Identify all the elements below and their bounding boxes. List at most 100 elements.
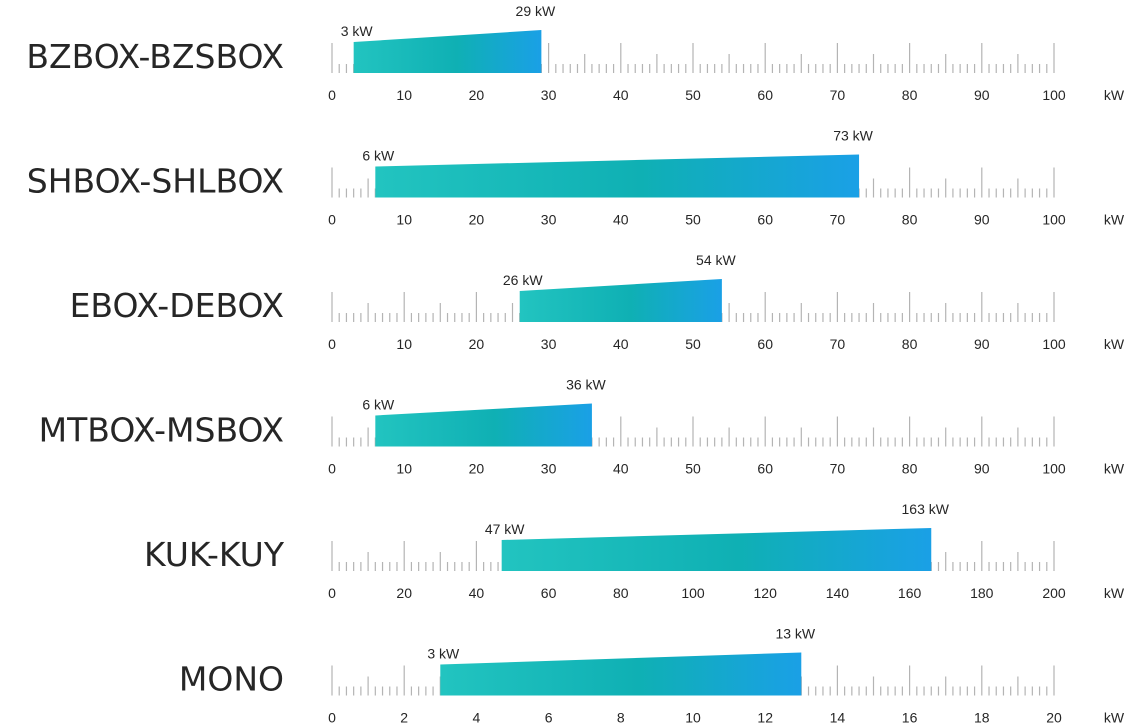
row-label: MTBOX-MSBOX (39, 411, 284, 450)
tick-label: 90 (974, 461, 990, 477)
tick-label: 20 (469, 212, 485, 228)
tick-label: 50 (685, 87, 701, 103)
max-label: 36 kW (566, 377, 606, 393)
tick-label: 10 (396, 87, 412, 103)
range-bar (501, 528, 932, 571)
tick-label: 0 (328, 710, 336, 726)
range-bar (375, 154, 860, 198)
tick-label: 20 (469, 461, 485, 477)
tick-label: 0 (328, 87, 336, 103)
row-label: BZBOX-BZSBOX (26, 37, 284, 76)
tick-label: 70 (830, 336, 846, 352)
tick-label: 18 (974, 710, 990, 726)
tick-label: 70 (830, 87, 846, 103)
tick-label: 0 (328, 461, 336, 477)
tick-label: 10 (685, 710, 701, 726)
unit-label: kW (1104, 461, 1125, 477)
min-label: 47 kW (485, 521, 525, 537)
tick-label: 100 (681, 585, 705, 601)
tick-label: 4 (473, 710, 481, 726)
tick-label: 40 (613, 461, 629, 477)
tick-label: 80 (902, 87, 918, 103)
tick-label: 60 (757, 87, 773, 103)
tick-label: 8 (617, 710, 625, 726)
row-3: MTBOX-MSBOX 0 10 20 30 40 50 60 70 80 90 100 kW 6 kW 3… (39, 377, 1125, 477)
row-4: KUK-KUY 0 20 40 60 80 100 120 140 160 180 200 kW 47 k… (144, 501, 1125, 601)
tick-label: 20 (1046, 710, 1062, 726)
max-label: 13 kW (775, 626, 815, 642)
min-label: 26 kW (503, 272, 543, 288)
range-bar (519, 279, 722, 322)
max-label: 163 kW (902, 501, 950, 517)
tick-label: 200 (1042, 585, 1066, 601)
tick-label: 100 (1042, 336, 1066, 352)
tick-label: 10 (396, 336, 412, 352)
tick-label: 40 (613, 87, 629, 103)
tick-label: 0 (328, 212, 336, 228)
tick-label: 70 (830, 212, 846, 228)
min-label: 3 kW (427, 646, 460, 662)
tick-label: 180 (970, 585, 994, 601)
tick-label: 90 (974, 336, 990, 352)
tick-label: 30 (541, 87, 557, 103)
unit-label: kW (1104, 212, 1125, 228)
tick-label: 6 (545, 710, 553, 726)
tick-label: 50 (685, 212, 701, 228)
row-label: SHBOX-SHLBOX (27, 162, 284, 201)
tick-label: 60 (757, 212, 773, 228)
row-0: BZBOX-BZSBOX 0 10 20 30 40 50 60 70 80 90 100 kW 3 kW… (26, 3, 1124, 103)
tick-label: 2 (400, 710, 408, 726)
tick-label: 30 (541, 212, 557, 228)
max-label: 73 kW (833, 128, 873, 144)
row-label: EBOX-DEBOX (70, 286, 284, 325)
min-label: 6 kW (362, 148, 395, 164)
tick-label: 90 (974, 212, 990, 228)
min-label: 6 kW (362, 397, 395, 413)
tick-label: 80 (902, 212, 918, 228)
unit-label: kW (1104, 336, 1125, 352)
min-label: 3 kW (341, 23, 374, 39)
tick-label: 50 (685, 461, 701, 477)
range-bar (440, 652, 802, 696)
tick-label: 60 (757, 336, 773, 352)
unit-label: kW (1104, 585, 1125, 601)
tick-label: 0 (328, 336, 336, 352)
row-1: SHBOX-SHLBOX 0 10 20 30 40 50 60 70 80 90 100 kW 6 kW… (27, 128, 1125, 228)
tick-label: 80 (613, 585, 629, 601)
tick-label: 90 (974, 87, 990, 103)
tick-label: 30 (541, 336, 557, 352)
tick-label: 20 (469, 87, 485, 103)
tick-label: 20 (396, 585, 412, 601)
tick-label: 80 (902, 461, 918, 477)
tick-label: 50 (685, 336, 701, 352)
tick-label: 100 (1042, 212, 1066, 228)
tick-label: 140 (826, 585, 850, 601)
tick-label: 16 (902, 710, 918, 726)
tick-label: 20 (469, 336, 485, 352)
tick-label: 100 (1042, 461, 1066, 477)
tick-label: 40 (613, 336, 629, 352)
tick-label: 100 (1042, 87, 1066, 103)
range-bar (353, 30, 542, 73)
tick-label: 12 (757, 710, 773, 726)
tick-label: 60 (541, 585, 557, 601)
tick-label: 70 (830, 461, 846, 477)
tick-label: 10 (396, 461, 412, 477)
max-label: 54 kW (696, 252, 736, 268)
tick-label: 30 (541, 461, 557, 477)
range-bar (375, 403, 592, 447)
tick-label: 14 (830, 710, 846, 726)
unit-label: kW (1104, 87, 1125, 103)
tick-label: 120 (754, 585, 778, 601)
max-label: 29 kW (516, 3, 556, 19)
unit-label: kW (1104, 710, 1125, 726)
row-label: KUK-KUY (144, 535, 285, 574)
tick-label: 60 (757, 461, 773, 477)
tick-label: 80 (902, 336, 918, 352)
tick-label: 40 (469, 585, 485, 601)
tick-label: 0 (328, 585, 336, 601)
row-2: EBOX-DEBOX 0 10 20 30 40 50 60 70 80 90 100 kW 26 kW 5… (70, 252, 1125, 352)
tick-label: 40 (613, 212, 629, 228)
row-label: MONO (179, 660, 284, 699)
